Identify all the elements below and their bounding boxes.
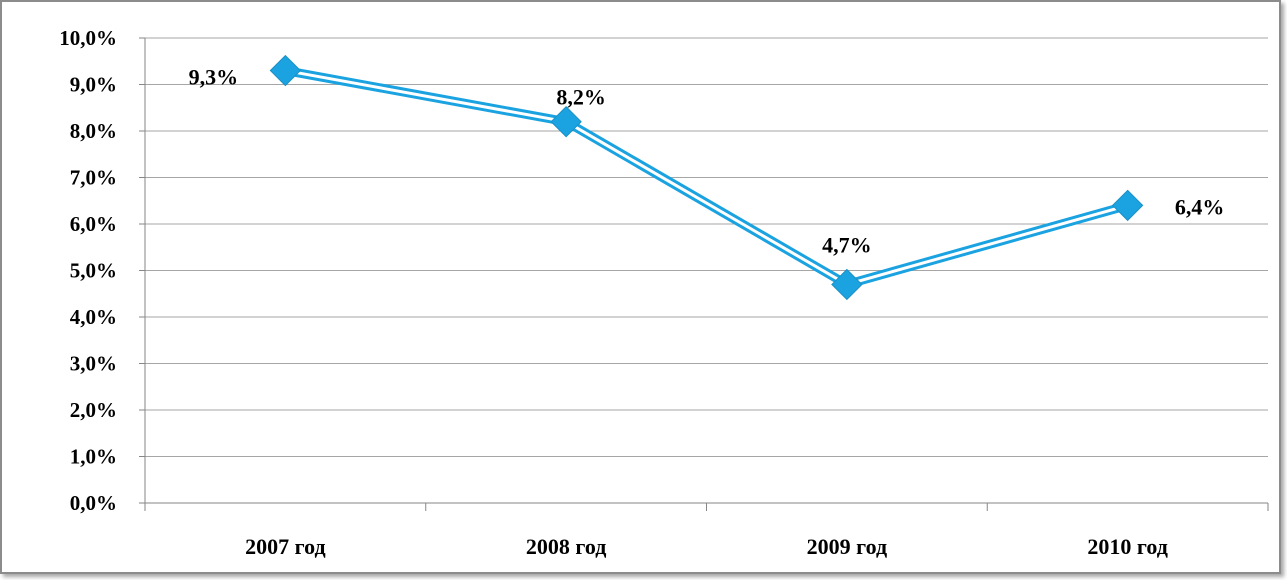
y-tick-label: 4,0% (70, 305, 117, 329)
y-tick-label: 6,0% (70, 212, 117, 236)
y-tick-label: 5,0% (70, 259, 117, 283)
axes (139, 37, 1269, 511)
x-tick-label: 2010 год (1087, 534, 1167, 559)
y-tick-label: 2,0% (70, 398, 117, 422)
series-markers (269, 54, 1144, 301)
y-tick-labels: 0,0% 1,0% 2,0% 3,0% 4,0% 5,0% 6,0% 7,0% 8,0% 9,0%… (59, 26, 117, 515)
y-tick-label: 1,0% (70, 445, 117, 469)
data-label: 9,3% (189, 65, 239, 90)
data-label: 6,4% (1175, 194, 1225, 219)
data-point (550, 105, 582, 138)
data-label: 4,7% (822, 232, 872, 257)
data-point (1111, 189, 1144, 222)
x-tick-label: 2008 год (526, 534, 606, 559)
x-tick-labels: 2007 год 2008 год 2009 год 2010 год (245, 534, 1168, 559)
y-tick-label: 7,0% (70, 166, 117, 190)
x-tick-label: 2007 год (245, 534, 325, 559)
data-label: 8,2% (556, 85, 606, 110)
x-tick-label: 2009 год (807, 534, 887, 559)
data-point (269, 54, 302, 87)
y-tick-label: 8,0% (70, 119, 117, 143)
series-line-inner (285, 69, 1129, 286)
gridlines (145, 37, 1268, 457)
data-point (831, 268, 863, 301)
y-tick-label: 3,0% (70, 352, 117, 376)
data-labels: 9,3% 8,2% 4,7% 6,4% (189, 65, 1225, 258)
y-tick-label: 10,0% (59, 26, 117, 50)
series-line (284, 66, 1129, 289)
y-tick-label: 0,0% (70, 491, 117, 515)
y-tick-label: 9,0% (70, 73, 117, 97)
